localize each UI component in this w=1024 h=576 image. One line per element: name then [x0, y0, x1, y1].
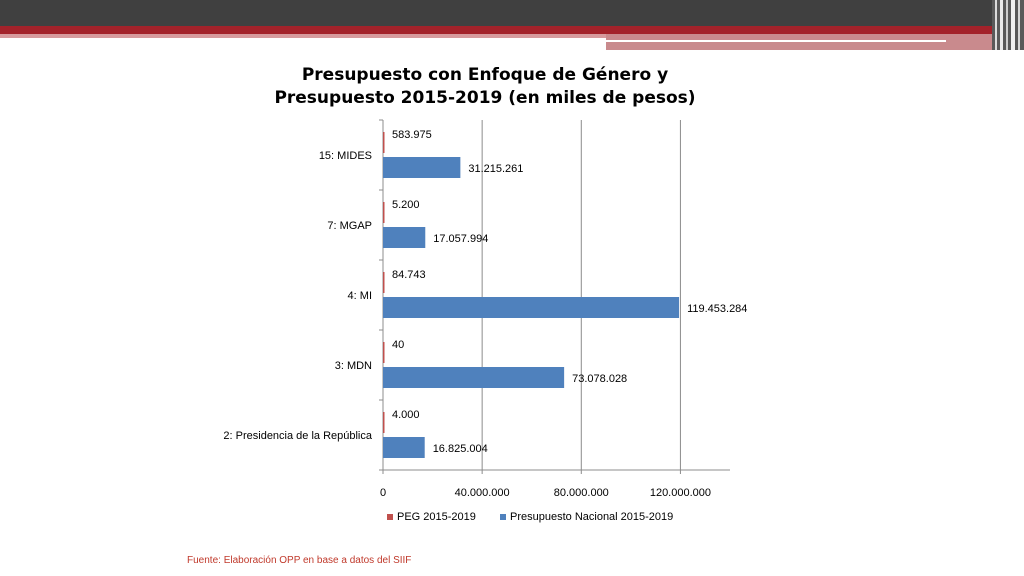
- category-label: 3: MDN: [335, 360, 372, 372]
- legend-label-national: Presupuesto Nacional 2015-2019: [510, 511, 673, 523]
- chart-title: Presupuesto con Enfoque de Género y Pres…: [274, 65, 696, 108]
- national-data-label: 119.453.284: [687, 303, 747, 315]
- national-bar: [383, 297, 680, 318]
- category-label: 4: MI: [348, 290, 372, 302]
- national-bar: [383, 367, 565, 388]
- peg-data-label: 4.000: [392, 409, 420, 421]
- national-data-label: 31.215.261: [468, 163, 523, 175]
- national-data-label: 73.078.028: [572, 373, 627, 385]
- header-pink-band-left: [0, 34, 606, 38]
- national-bar: [383, 157, 461, 178]
- peg-bar: [383, 272, 385, 293]
- peg-data-label: 84.743: [392, 269, 426, 281]
- peg-data-label: 40: [392, 339, 404, 351]
- category-label: 7: MGAP: [327, 220, 372, 232]
- x-tick-label: 120.000.000: [650, 487, 711, 499]
- legend-swatch-peg: [387, 514, 393, 520]
- peg-bar: [383, 132, 385, 153]
- legend-swatch-national: [500, 514, 506, 520]
- national-data-label: 17.057.994: [433, 233, 488, 245]
- top-bar: [0, 0, 1024, 26]
- x-tick-label: 40.000.000: [455, 487, 510, 499]
- decorative-stripes: [992, 0, 1024, 50]
- category-label: 15: MIDES: [319, 150, 372, 162]
- legend-label-peg: PEG 2015-2019: [397, 511, 476, 523]
- peg-bar: [383, 412, 385, 433]
- header-red-band: [0, 26, 1024, 34]
- source-note: Fuente: Elaboración OPP en base a datos …: [187, 555, 412, 566]
- peg-bar: [383, 202, 385, 223]
- x-tick-label: 0: [380, 487, 386, 499]
- peg-data-label: 583.975: [392, 129, 432, 141]
- category-label: 2: Presidencia de la República: [223, 430, 372, 442]
- x-tick-label: 80.000.000: [554, 487, 609, 499]
- header-pink-band-right: [606, 34, 1024, 50]
- peg-bar: [383, 342, 385, 363]
- national-bar: [383, 227, 426, 248]
- peg-data-label: 5.200: [392, 199, 420, 211]
- national-bar: [383, 437, 425, 458]
- national-data-label: 16.825.004: [433, 443, 488, 455]
- header-white-line: [606, 40, 946, 42]
